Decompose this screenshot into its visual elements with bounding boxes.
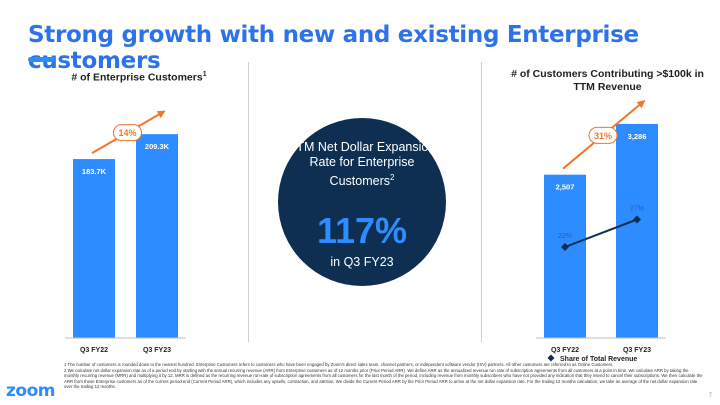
ec-category-1: Q3 FY23 xyxy=(143,347,171,354)
divider-left xyxy=(248,62,249,342)
expansion-rate-value: 117% xyxy=(316,210,408,251)
divider-right xyxy=(481,62,482,342)
ec-bar-1 xyxy=(136,134,178,338)
footnotes: 1 The number of customers is rounded dow… xyxy=(64,362,704,390)
lc-growth-badge-bg xyxy=(588,126,618,144)
ec-growth-badge: 14% xyxy=(118,128,136,138)
revenue-share-point-1 xyxy=(633,215,641,224)
expansion-rate-period: in Q3 FY23 xyxy=(330,255,394,269)
lc-category-0: Q3 FY22 xyxy=(551,347,579,354)
revenue-share-line xyxy=(564,218,638,248)
page-number: 7 xyxy=(708,393,712,399)
footnote-2: 2 We calculate net dollar expansion rate… xyxy=(64,367,703,390)
ec-bar-0 xyxy=(73,159,115,338)
left-panel-title: # of Enterprise Customers1 xyxy=(71,71,207,84)
lc-bar-0 xyxy=(544,174,586,338)
ec-growth-badge-bg xyxy=(113,124,142,142)
title-accent-bar xyxy=(28,57,56,62)
ec-bar-label-0: 183.7K xyxy=(82,167,107,176)
revenue-share-label-1: 27% xyxy=(630,206,644,213)
ec-bar-label-1: 209.3K xyxy=(145,142,170,151)
lc-growth-badge: 31% xyxy=(594,131,612,141)
footnote-1: 1 The number of customers is rounded dow… xyxy=(64,362,614,367)
lc-bar-1 xyxy=(616,123,658,338)
revenue-share-point-0 xyxy=(561,243,569,251)
revenue-share-label-0: 22% xyxy=(558,233,572,240)
legend-marker xyxy=(547,354,555,362)
lc-bar-label-1: 3,286 xyxy=(628,132,647,141)
ec-category-0: Q3 FY22 xyxy=(80,347,108,354)
lc-bar-label-0: 2,507 xyxy=(556,183,575,192)
zoom-logo: zoom xyxy=(6,381,55,401)
lc-category-1: Q3 FY23 xyxy=(623,347,651,354)
page-title: Strong growth with new and existing Ente… xyxy=(28,22,639,74)
expansion-rate-label: TTM Net Dollar Expansion Rate for Enterp… xyxy=(288,140,436,189)
right-panel-title: # of Customers Contributing >$100k in TT… xyxy=(511,68,704,93)
expansion-rate-circle: TTM Net Dollar Expansion Rate for Enterp… xyxy=(278,118,446,286)
legend-label: Share of Total Revenue xyxy=(560,356,637,363)
